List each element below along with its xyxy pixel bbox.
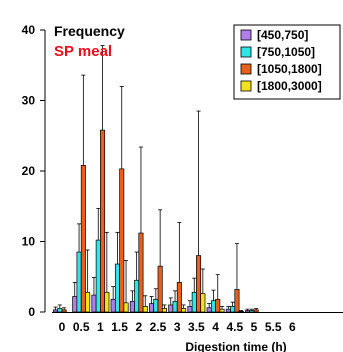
x-tick-label: 5.5 — [265, 320, 282, 334]
axes — [40, 29, 343, 313]
bar — [206, 307, 212, 313]
bar — [72, 296, 78, 313]
legend-label: [1800,3000] — [257, 79, 322, 93]
x-tick-label: 4 — [212, 320, 219, 334]
x-tick-label: 0 — [59, 320, 66, 334]
bar — [215, 298, 221, 313]
bar — [153, 298, 159, 313]
x-tick-labels: 0 0.5 1 1.5 2 2.5 3 3.5 4 4.5 5 5.5 6 — [59, 320, 296, 334]
bar — [114, 263, 120, 313]
bar — [91, 294, 97, 313]
bar — [85, 291, 91, 313]
bar — [104, 291, 110, 313]
bar — [129, 301, 135, 313]
legend-swatch — [240, 63, 252, 75]
bar — [61, 309, 67, 313]
legend-box — [233, 24, 341, 100]
x-tick-label: 5 — [251, 320, 258, 334]
legend-swatch — [240, 80, 252, 92]
bar — [238, 310, 244, 313]
x-tick-label: 6 — [289, 320, 296, 334]
bars — [53, 129, 259, 313]
bar — [123, 302, 129, 313]
x-tick-label: 0.5 — [73, 320, 90, 334]
bar — [149, 303, 155, 313]
bar — [138, 232, 144, 313]
bar — [80, 165, 86, 313]
bar — [253, 309, 259, 313]
x-tick-label: 4.5 — [226, 320, 243, 334]
bar — [57, 308, 63, 313]
y-tick-label: 0 — [28, 305, 35, 319]
legend-swatch — [240, 29, 252, 41]
legend-label: [450,750] — [257, 28, 308, 42]
chart-subtitle: SP meal — [54, 43, 112, 60]
bar — [249, 310, 255, 313]
bar — [187, 306, 193, 313]
bar — [230, 306, 236, 313]
y-tick-label: 10 — [22, 235, 36, 249]
bar — [196, 255, 202, 313]
bar — [181, 308, 187, 313]
error-bars — [53, 45, 259, 312]
x-axis-title: Digestion time (h) — [185, 340, 286, 352]
legend-label: [1050,1800] — [257, 62, 322, 76]
bar — [100, 129, 106, 313]
bar — [210, 300, 216, 313]
bar — [119, 168, 125, 313]
bar — [200, 293, 206, 313]
bar — [191, 291, 197, 313]
x-tick-label: 3 — [174, 320, 181, 334]
x-tick-label: 2.5 — [150, 320, 167, 334]
x-tick-label: 2 — [135, 320, 142, 334]
bar — [53, 309, 59, 313]
chart-title: Frequency — [54, 23, 125, 39]
y-tick-labels: 0 10 20 30 40 — [22, 23, 36, 319]
bar — [234, 289, 240, 313]
bar — [157, 265, 163, 313]
y-tick-label: 30 — [22, 94, 36, 108]
y-tick-label: 20 — [22, 164, 36, 178]
legend: [450,750] [750,1050] [1050,1800] [1800,3000… — [233, 24, 341, 100]
legend-label: [750,1050] — [257, 45, 315, 59]
bar — [161, 308, 167, 313]
legend-swatch — [240, 46, 252, 58]
x-tick-label: 1 — [97, 320, 104, 334]
bar — [134, 279, 140, 313]
bar — [142, 306, 148, 313]
y-tick-label: 40 — [22, 23, 36, 37]
bar — [76, 251, 82, 313]
x-tick-label: 1.5 — [111, 320, 128, 334]
bar — [172, 301, 178, 313]
x-tick-label: 3.5 — [188, 320, 205, 334]
bar — [168, 304, 174, 313]
bar — [176, 282, 182, 313]
bar — [95, 239, 101, 313]
bar — [245, 310, 251, 313]
bar — [219, 308, 225, 313]
bar — [225, 308, 231, 313]
bar — [110, 298, 116, 313]
